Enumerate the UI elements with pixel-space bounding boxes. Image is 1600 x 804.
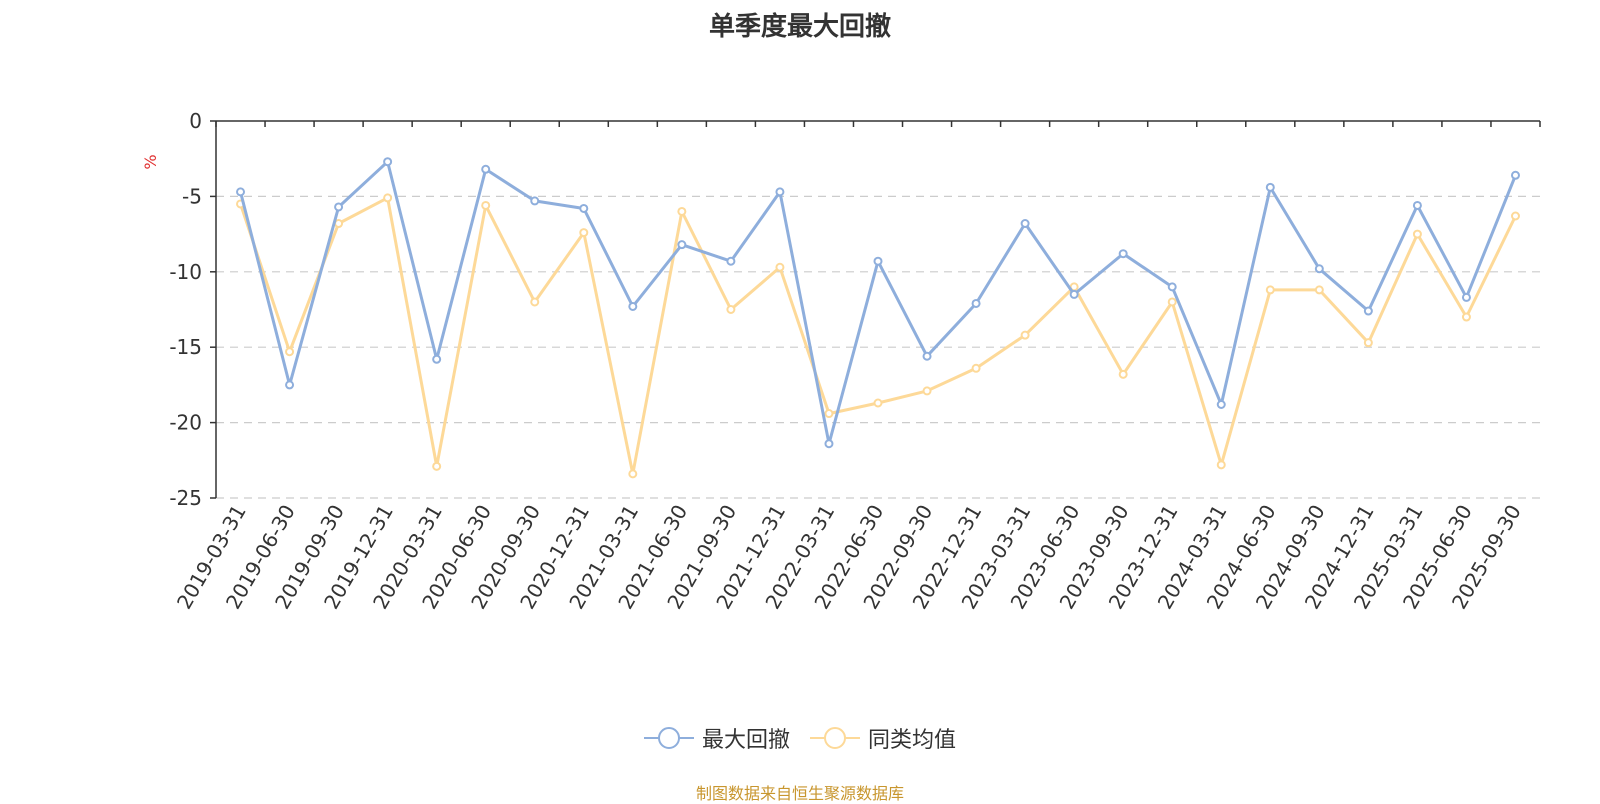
data-point [579,203,589,213]
data-point [481,164,491,174]
series-layer [236,157,1520,479]
chart-title: 单季度最大回撤 [708,12,891,42]
legend-item-max-drawdown[interactable]: 最大回撤 [643,722,790,754]
data-point [1167,282,1177,292]
data-point [383,193,393,203]
data-point [1412,229,1422,239]
data-point [1363,338,1373,348]
series-0 [236,157,1520,449]
data-point [775,262,785,272]
data-point [971,363,981,373]
y-tick-label: -20 [169,411,202,435]
data-point [285,347,295,357]
data-point [922,386,932,396]
axes: 0-5-10-15-20-252019-03-312019-06-302019-… [169,109,1541,613]
data-point [1461,312,1471,322]
data-point [873,398,883,408]
data-point [1265,285,1275,295]
y-tick-label: -10 [169,260,202,284]
y-tick-label: -5 [182,184,202,208]
data-point [285,380,295,390]
data-point [873,256,883,266]
data-point [726,256,736,266]
data-point [1216,460,1226,470]
y-tick-label: -15 [169,335,202,359]
legend-label-max-drawdown: 最大回撤 [701,728,790,753]
data-point [530,297,540,307]
source-note: 制图数据来自恒生聚源数据库 [695,784,904,803]
chart-plot: 0-5-10-15-20-252019-03-312019-06-302019-… [141,109,1541,613]
data-point [628,301,638,311]
data-point [726,305,736,314]
data-point [628,469,638,479]
data-point [1412,200,1422,210]
legend-marker-max-drawdown [643,727,694,749]
data-point [334,202,344,212]
data-point [677,240,687,250]
data-point [775,187,785,197]
data-point [1363,306,1373,316]
data-point [824,409,834,419]
data-point [383,157,393,167]
data-point [1314,264,1324,274]
data-point [824,439,834,449]
data-point [922,351,932,361]
data-point [1510,211,1520,221]
data-point [481,200,491,210]
legend-item-peer-average[interactable]: 同类均值 [810,722,956,754]
data-point [1510,170,1520,180]
y-tick-label: 0 [189,109,202,133]
data-point [1020,330,1030,340]
legend-label-peer-average: 同类均值 [868,728,957,753]
data-point [579,228,589,238]
data-point [1167,297,1177,307]
data-point [1314,285,1324,295]
data-point [432,461,442,471]
legend-marker-peer-average [810,727,860,749]
legend: 最大回撤 同类均值 [0,722,1600,754]
data-point [1118,249,1128,259]
y-axis-unit-label: % [141,154,160,169]
data-point [1069,289,1079,299]
grid-lines [216,195,1540,499]
data-point [1020,219,1030,229]
series-1 [236,193,1520,479]
data-point [1118,369,1128,379]
data-point [530,196,540,206]
data-point [1265,182,1275,192]
y-tick-label: -25 [169,486,202,510]
data-point [677,206,687,216]
data-point [432,354,442,364]
data-point [1216,400,1226,410]
data-point [236,187,246,197]
data-point [971,298,981,308]
data-point [1461,292,1471,302]
